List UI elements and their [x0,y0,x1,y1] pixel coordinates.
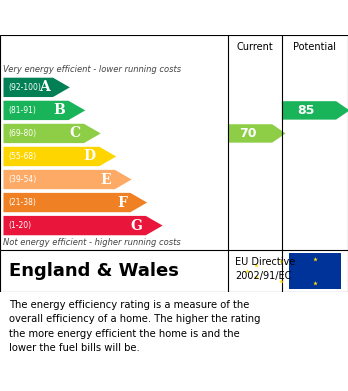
Text: Energy Efficiency Rating: Energy Efficiency Rating [9,9,249,27]
Text: EU Directive
2002/91/EC: EU Directive 2002/91/EC [235,257,295,280]
Polygon shape [3,193,147,212]
Text: G: G [130,219,142,233]
Text: C: C [69,126,80,140]
Text: A: A [39,81,49,94]
Text: D: D [84,149,96,163]
Text: B: B [53,103,65,117]
Text: Not energy efficient - higher running costs: Not energy efficient - higher running co… [3,238,181,247]
Text: Current: Current [237,42,273,52]
Polygon shape [3,78,70,97]
Polygon shape [228,124,286,143]
Text: (1-20): (1-20) [9,221,32,230]
Text: F: F [117,196,127,210]
Text: (92-100): (92-100) [9,83,41,92]
Text: (81-91): (81-91) [9,106,37,115]
Text: 70: 70 [239,127,256,140]
Text: (39-54): (39-54) [9,175,37,184]
Polygon shape [3,147,116,166]
Bar [289,253,341,289]
Text: Potential: Potential [293,42,337,52]
Polygon shape [3,101,85,120]
Text: 85: 85 [298,104,315,117]
Text: (69-80): (69-80) [9,129,37,138]
Polygon shape [3,216,163,235]
Text: (21-38): (21-38) [9,198,37,207]
Text: E: E [101,172,111,187]
Polygon shape [282,101,348,120]
Polygon shape [3,170,132,189]
Text: The energy efficiency rating is a measure of the
overall efficiency of a home. T: The energy efficiency rating is a measur… [9,300,260,353]
Polygon shape [3,124,101,143]
Text: (55-68): (55-68) [9,152,37,161]
Text: Very energy efficient - lower running costs: Very energy efficient - lower running co… [3,65,182,74]
Text: England & Wales: England & Wales [9,262,179,280]
